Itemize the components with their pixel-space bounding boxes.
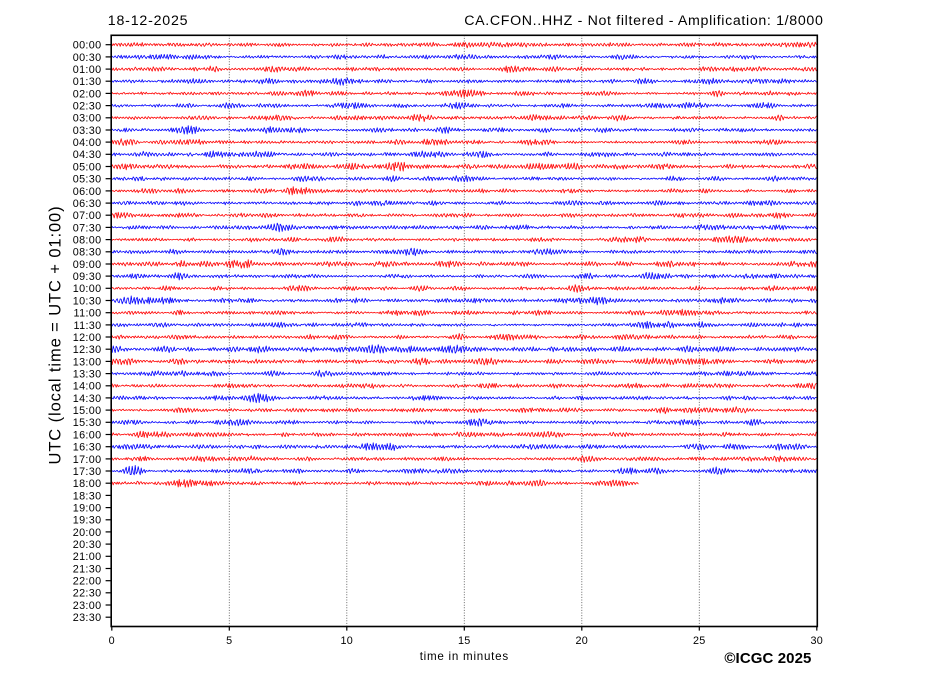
svg-text:13:00: 13:00 (73, 356, 102, 368)
svg-text:01:30: 01:30 (73, 76, 102, 88)
svg-text:02:30: 02:30 (73, 101, 102, 113)
svg-text:5: 5 (226, 635, 232, 647)
svg-text:19:00: 19:00 (73, 503, 102, 515)
svg-text:16:30: 16:30 (73, 442, 102, 454)
svg-text:08:00: 08:00 (73, 235, 102, 247)
svg-text:10:30: 10:30 (73, 295, 102, 307)
svg-text:00:30: 00:30 (73, 52, 102, 64)
svg-text:22:30: 22:30 (73, 588, 102, 600)
svg-text:UTC (local time = UTC + 01:00): UTC (local time = UTC + 01:00) (47, 206, 65, 465)
svg-text:02:00: 02:00 (73, 88, 102, 100)
svg-text:06:00: 06:00 (73, 186, 102, 198)
svg-text:11:00: 11:00 (74, 308, 102, 320)
svg-text:04:30: 04:30 (73, 149, 102, 161)
svg-text:18-12-2025: 18-12-2025 (108, 13, 189, 29)
svg-text:16:00: 16:00 (73, 429, 102, 441)
svg-text:15:00: 15:00 (73, 405, 102, 417)
svg-text:20:00: 20:00 (73, 527, 102, 539)
svg-text:14:30: 14:30 (73, 393, 102, 405)
svg-text:06:30: 06:30 (73, 198, 102, 210)
svg-text:17:30: 17:30 (73, 466, 102, 478)
svg-text:10: 10 (340, 635, 353, 647)
svg-text:05:30: 05:30 (73, 174, 102, 186)
svg-text:05:00: 05:00 (73, 161, 102, 173)
svg-text:00:00: 00:00 (73, 40, 102, 52)
svg-text:03:00: 03:00 (73, 113, 102, 125)
svg-text:04:00: 04:00 (73, 137, 102, 149)
svg-text:20:30: 20:30 (73, 539, 102, 551)
svg-text:CA.CFON..HHZ - Not filtered -: CA.CFON..HHZ - Not filtered - Amplificat… (464, 13, 823, 29)
svg-text:10:00: 10:00 (73, 283, 102, 295)
svg-text:time in minutes: time in minutes (420, 650, 509, 663)
svg-text:20: 20 (575, 635, 588, 647)
svg-text:17:00: 17:00 (73, 454, 102, 466)
svg-text:19:30: 19:30 (73, 515, 102, 527)
svg-text:18:30: 18:30 (73, 490, 102, 502)
svg-text:0: 0 (109, 635, 115, 647)
svg-text:23:00: 23:00 (73, 600, 102, 612)
svg-text:01:00: 01:00 (73, 64, 102, 76)
svg-text:23:30: 23:30 (73, 612, 102, 624)
svg-text:12:00: 12:00 (73, 332, 102, 344)
svg-text:07:00: 07:00 (73, 210, 102, 222)
svg-text:25: 25 (693, 635, 706, 647)
svg-text:13:30: 13:30 (73, 369, 102, 381)
svg-text:©ICGC 2025: ©ICGC 2025 (724, 650, 811, 667)
svg-text:22:00: 22:00 (73, 576, 102, 588)
svg-text:09:00: 09:00 (73, 259, 102, 271)
svg-text:15:30: 15:30 (73, 417, 102, 429)
svg-text:11:30: 11:30 (74, 320, 102, 332)
svg-text:09:30: 09:30 (73, 271, 102, 283)
svg-text:03:30: 03:30 (73, 125, 102, 137)
svg-text:12:30: 12:30 (73, 344, 102, 356)
svg-text:15: 15 (458, 635, 471, 647)
svg-text:21:30: 21:30 (73, 563, 102, 575)
svg-text:30: 30 (810, 635, 823, 647)
svg-text:08:30: 08:30 (73, 247, 102, 259)
svg-text:14:00: 14:00 (73, 381, 102, 393)
svg-text:18:00: 18:00 (73, 478, 102, 490)
svg-text:07:30: 07:30 (73, 222, 102, 234)
svg-text:21:00: 21:00 (73, 551, 102, 563)
